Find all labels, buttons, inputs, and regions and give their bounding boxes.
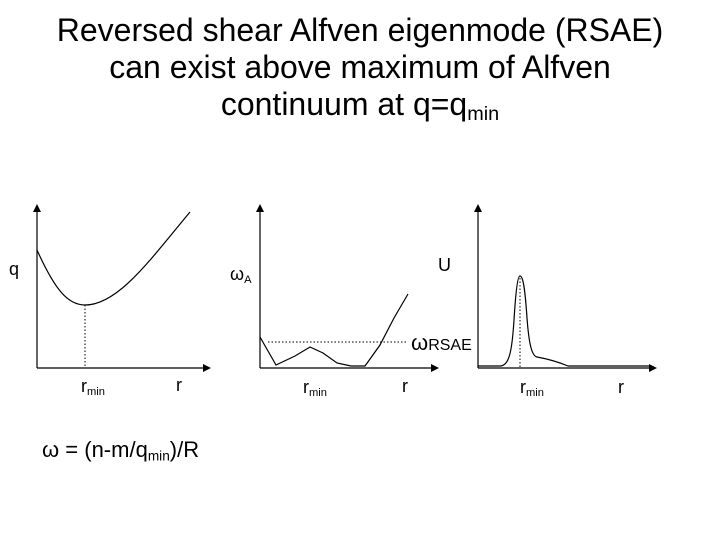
title-line-2: can exist above maximum of Alfven: [109, 49, 611, 85]
panel-omega-rsae-label: ωRSAE: [411, 330, 472, 356]
panel-q-curve: [36, 211, 191, 306]
title-line-3: continuum at q=qmin: [0, 86, 720, 125]
formula-part-2: )/R: [169, 437, 200, 462]
title-line-3-main: continuum at q=q: [220, 86, 468, 122]
panel-u: [474, 204, 657, 372]
panel-q-ylabel: q: [9, 259, 20, 279]
panel-omega-rsae-sub: RSAE: [428, 337, 472, 354]
formula-sub: min: [147, 448, 170, 464]
panel-q-rmin-tick-label: rmin: [81, 376, 105, 397]
panel-u-ylabel: U: [438, 255, 451, 275]
panel-q-rmin-main: r: [81, 376, 87, 396]
panel-omega-continuum-curve: [259, 293, 409, 367]
panel-q-rmin-sub: min: [87, 385, 105, 398]
title-line-1: Reversed shear Alfven eigenmode (RSAE): [56, 12, 664, 48]
slide-title: Reversed shear Alfven eigenmode (RSAE) c…: [0, 12, 720, 125]
title-line-3-sub: min: [467, 102, 500, 125]
panel-omega-rmin-tick-label: rmin: [303, 377, 327, 398]
panel-omega-rmin-sub: min: [309, 386, 327, 399]
panel-omega-ylabel-sub: A: [244, 273, 252, 286]
panel-omega-rsae-main: ω: [411, 330, 429, 355]
panel-omega-ylabel-main: ω: [230, 264, 245, 284]
panel-omega-rmin-main: r: [303, 377, 309, 397]
panel-q: [33, 204, 211, 372]
panel-u-rmin-tick-label: rmin: [520, 377, 544, 398]
panel-u-rmin-sub: min: [526, 386, 544, 399]
panel-u-eigenmode-curve: [478, 275, 650, 367]
panel-u-xlabel: r: [618, 377, 624, 397]
panel-omega-ylabel: ωA: [230, 264, 252, 285]
panel-u-rmin-main: r: [520, 377, 526, 397]
panel-omega: [256, 204, 439, 372]
panel-q-xlabel: r: [176, 375, 182, 395]
formula-part-1: ω = (n-m/q: [42, 437, 148, 462]
frequency-formula: ω = (n-m/qmin)/R: [42, 437, 199, 463]
panel-omega-xlabel: r: [402, 376, 408, 396]
